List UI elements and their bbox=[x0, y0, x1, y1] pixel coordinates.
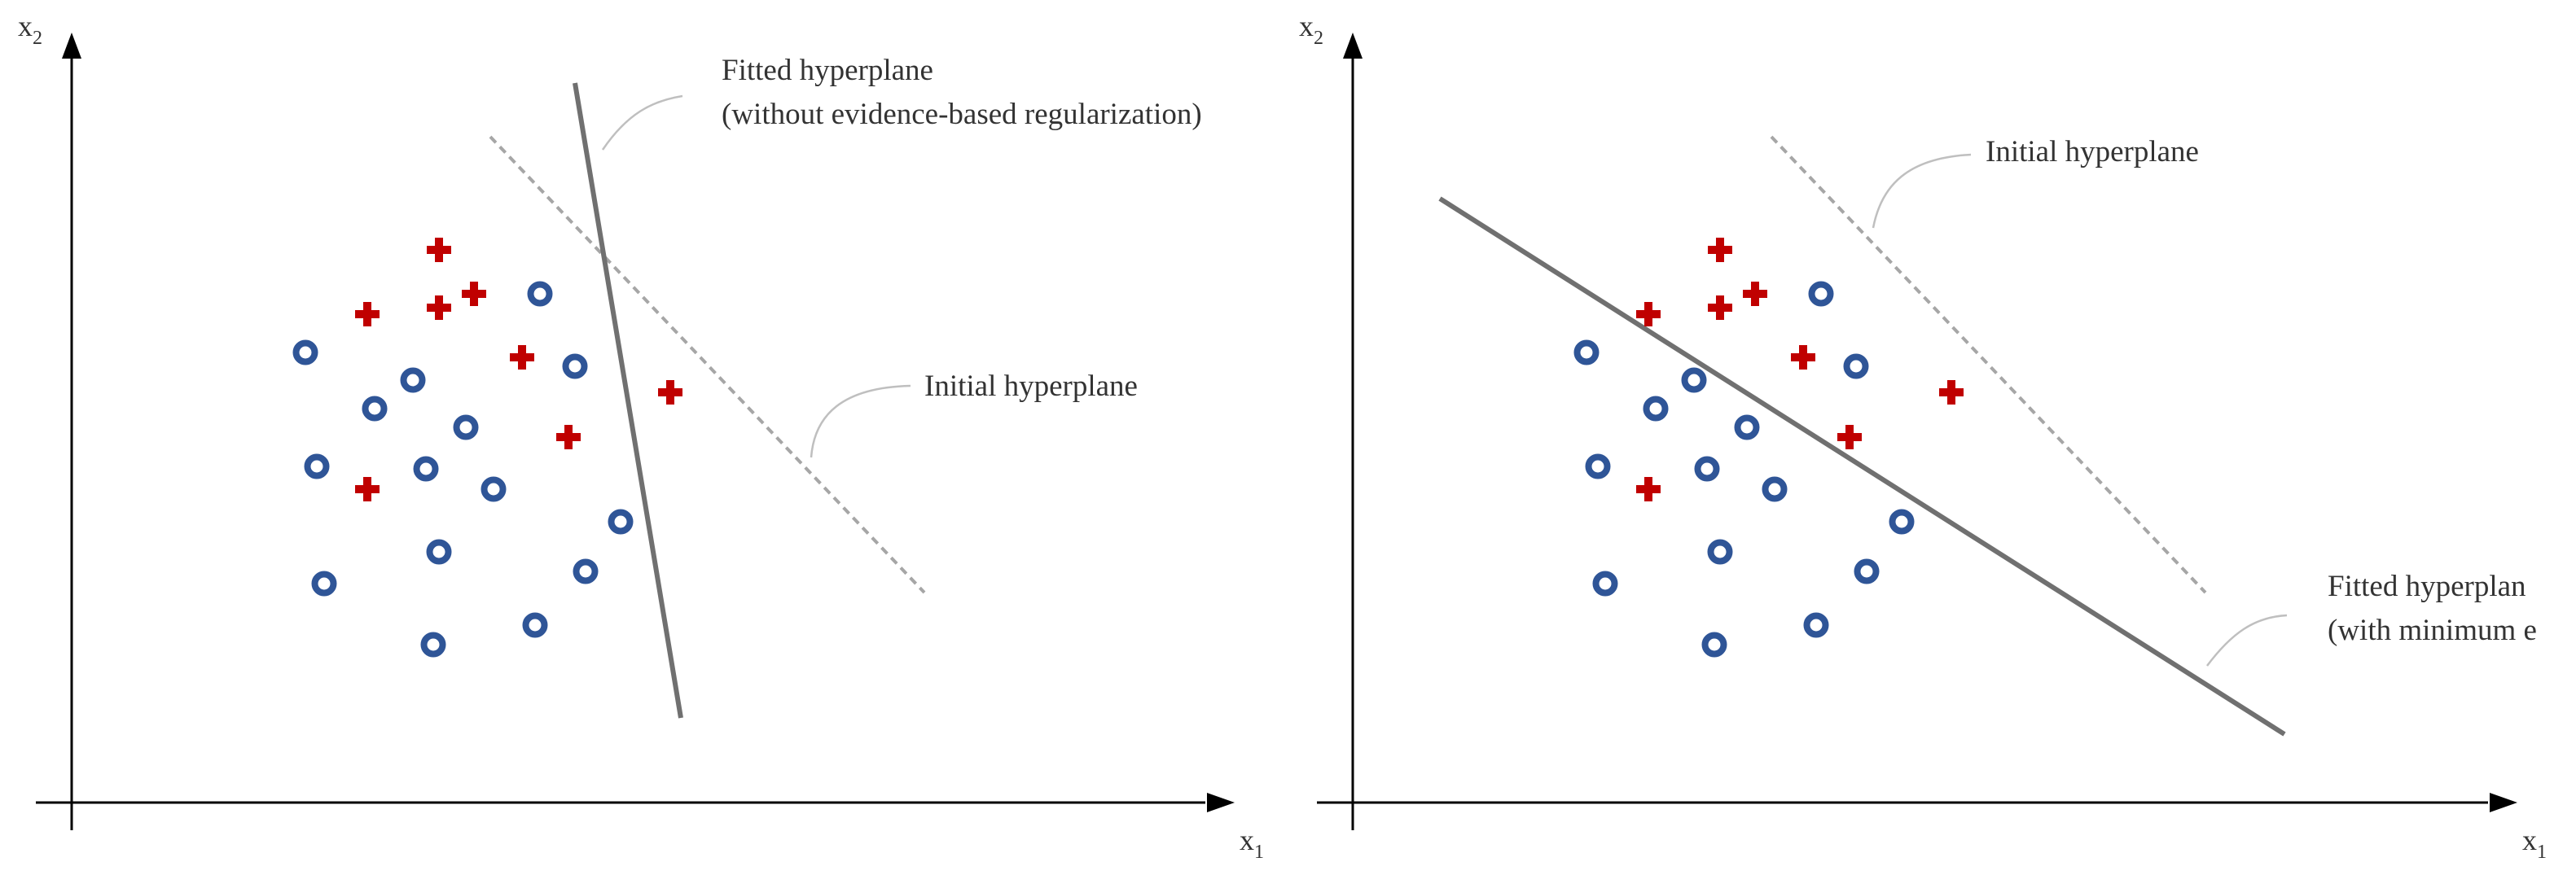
ring-point bbox=[1573, 339, 1600, 365]
ring-point bbox=[400, 367, 426, 393]
ring-point bbox=[304, 453, 330, 479]
data-points-left bbox=[292, 238, 682, 658]
ring-point bbox=[573, 558, 599, 584]
ring-point bbox=[481, 476, 507, 502]
ring-point bbox=[362, 396, 388, 422]
plus-point bbox=[355, 302, 380, 326]
y-axis-arrow-icon bbox=[1343, 33, 1363, 59]
ring-point bbox=[562, 353, 588, 379]
ring-point bbox=[608, 509, 634, 535]
ring-point bbox=[1854, 558, 1880, 584]
plus-point bbox=[1708, 295, 1732, 320]
initial-hyperplane-callout bbox=[1872, 153, 1972, 229]
y-axis-label: x2 bbox=[1299, 10, 1323, 49]
ring-point bbox=[1707, 539, 1733, 565]
plus-point bbox=[1636, 477, 1661, 501]
initial-hyperplane-label: Initial hyperplane bbox=[924, 370, 1138, 403]
ring-point bbox=[292, 339, 318, 365]
fitted-hyperplane-label: Fitted hyperplan (with minimum e bbox=[2328, 570, 2537, 647]
fitted-hyperplane-line bbox=[1438, 196, 2286, 737]
plus-point bbox=[1708, 238, 1732, 262]
ring-point bbox=[413, 456, 439, 482]
plus-point bbox=[462, 282, 486, 306]
initial-hyperplane-label: Initial hyperplane bbox=[1986, 135, 2199, 168]
initial-hyperplane-line bbox=[1770, 135, 2207, 594]
fitted-hyperplane-callout bbox=[601, 94, 683, 151]
ring-point bbox=[1592, 571, 1618, 597]
ring-point bbox=[1585, 453, 1611, 479]
ring-point bbox=[522, 612, 548, 638]
x-axis-label: x1 bbox=[1240, 824, 1264, 863]
plus-point bbox=[427, 295, 451, 320]
ring-point bbox=[311, 571, 337, 597]
plus-point bbox=[355, 477, 380, 501]
ring-point bbox=[527, 281, 553, 307]
ring-point bbox=[1694, 456, 1720, 482]
fitted-hyperplane-line bbox=[573, 82, 683, 719]
ring-point bbox=[1701, 632, 1727, 658]
plus-point bbox=[1743, 282, 1767, 306]
panel-right: x2 x1 Initial hyperplane Fitted hyperpla… bbox=[1299, 10, 2547, 863]
x-axis-arrow-icon bbox=[1207, 793, 1235, 812]
ring-point bbox=[1889, 509, 1915, 535]
y-axis-arrow-icon bbox=[62, 33, 81, 59]
x-axis-arrow-icon bbox=[2490, 793, 2517, 812]
ring-point bbox=[1803, 612, 1829, 638]
fitted-hyperplane-label: Fitted hyperplane (without evidence-base… bbox=[722, 54, 1202, 131]
initial-hyperplane-callout bbox=[810, 384, 911, 458]
data-points-right bbox=[1573, 238, 1964, 658]
plus-point bbox=[1791, 345, 1815, 370]
ring-point bbox=[1681, 367, 1707, 393]
plus-point bbox=[1636, 302, 1661, 326]
ring-point bbox=[1762, 476, 1788, 502]
ring-point bbox=[1734, 414, 1760, 440]
ring-point bbox=[1643, 396, 1669, 422]
plus-point bbox=[1837, 425, 1862, 449]
plus-point bbox=[510, 345, 534, 370]
ring-point bbox=[420, 632, 446, 658]
fitted-hyperplane-callout bbox=[2206, 614, 2288, 667]
plus-point bbox=[1939, 380, 1964, 405]
x-axis-label: x1 bbox=[2522, 824, 2547, 863]
plus-point bbox=[556, 425, 581, 449]
panel-left: x2 x1 Fitted hyperplane (without evidenc… bbox=[18, 10, 1264, 863]
ring-point bbox=[426, 539, 452, 565]
initial-hyperplane-line bbox=[489, 135, 926, 594]
ring-point bbox=[1808, 281, 1834, 307]
plus-point bbox=[427, 238, 451, 262]
y-axis-label: x2 bbox=[18, 10, 42, 49]
ring-point bbox=[1843, 353, 1869, 379]
plus-point bbox=[658, 380, 682, 405]
ring-point bbox=[453, 414, 479, 440]
